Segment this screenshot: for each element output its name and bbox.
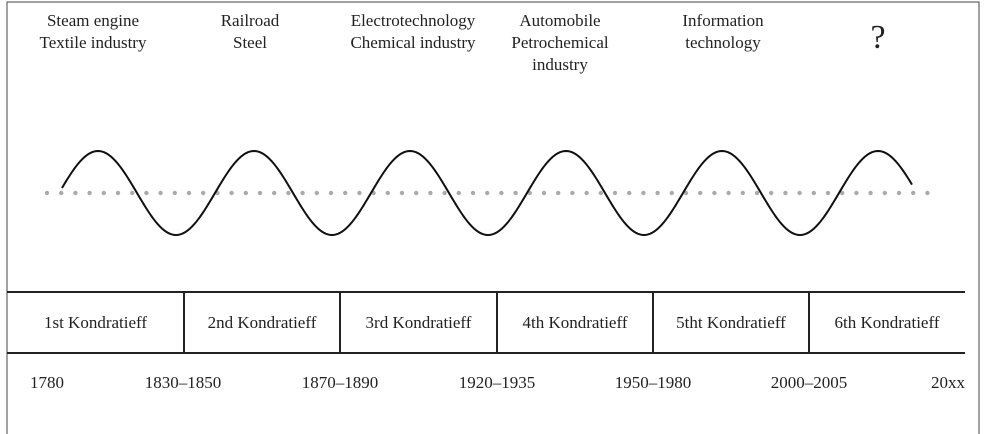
dot bbox=[854, 190, 859, 196]
dot bbox=[911, 190, 916, 196]
dot bbox=[840, 190, 845, 196]
dot bbox=[712, 190, 717, 196]
dot bbox=[44, 190, 50, 196]
date-label: 1830–1850 bbox=[145, 373, 222, 392]
dot bbox=[541, 190, 547, 196]
dot bbox=[825, 190, 831, 196]
technology-label: technology bbox=[685, 33, 761, 52]
dot bbox=[655, 190, 660, 196]
dot bbox=[641, 190, 646, 196]
dot bbox=[925, 190, 930, 196]
technology-label: Railroad bbox=[221, 11, 280, 30]
dot bbox=[115, 190, 121, 196]
dot bbox=[754, 190, 760, 196]
dot bbox=[172, 190, 177, 196]
dot bbox=[186, 190, 192, 196]
dot bbox=[556, 190, 561, 196]
dot bbox=[513, 190, 518, 196]
technology-label: Chemical industry bbox=[350, 33, 476, 52]
dot bbox=[385, 190, 390, 196]
date-label: 1870–1890 bbox=[302, 373, 379, 392]
dot bbox=[868, 190, 873, 196]
technology-label: industry bbox=[532, 55, 588, 74]
dot bbox=[598, 190, 603, 196]
dot bbox=[158, 190, 163, 196]
dot bbox=[243, 190, 248, 196]
frame bbox=[6, 1, 980, 434]
technology-label: ? bbox=[870, 19, 885, 56]
dot bbox=[740, 190, 745, 196]
dot bbox=[130, 190, 135, 196]
dot bbox=[59, 190, 64, 196]
cycle-label: 2nd Kondratieff bbox=[208, 313, 317, 332]
technology-label: Electrotechnology bbox=[351, 11, 476, 30]
technology-label: Petrochemical bbox=[511, 33, 609, 52]
technology-label: Steel bbox=[233, 33, 267, 52]
date-label: 2000–2005 bbox=[771, 373, 848, 392]
dot bbox=[257, 190, 263, 196]
dot bbox=[144, 190, 149, 196]
dot bbox=[797, 190, 802, 196]
dot bbox=[229, 190, 234, 196]
technology-label: Information bbox=[682, 11, 764, 30]
dot bbox=[726, 190, 731, 196]
dot bbox=[300, 190, 305, 196]
dot bbox=[882, 190, 887, 196]
technology-label: Textile industry bbox=[40, 33, 147, 52]
dot bbox=[314, 190, 319, 196]
dot bbox=[683, 190, 689, 196]
dot bbox=[73, 190, 78, 196]
date-label: 20xx bbox=[931, 373, 966, 392]
cycle-label: 1st Kondratieff bbox=[44, 313, 147, 332]
dot bbox=[570, 190, 575, 196]
date-label: 1780 bbox=[30, 373, 64, 392]
dot bbox=[428, 190, 433, 196]
dot bbox=[286, 190, 291, 196]
dot bbox=[811, 190, 816, 196]
dot bbox=[698, 190, 703, 196]
dot bbox=[499, 190, 504, 196]
dot bbox=[485, 190, 490, 196]
dot bbox=[101, 190, 107, 196]
dot bbox=[612, 190, 618, 196]
dot bbox=[669, 190, 674, 196]
dot bbox=[343, 190, 348, 196]
dot bbox=[456, 190, 461, 196]
cycle-label: 4th Kondratieff bbox=[523, 313, 628, 332]
dot bbox=[272, 190, 277, 196]
technology-label: Steam engine bbox=[47, 11, 139, 30]
dot bbox=[896, 190, 902, 196]
cycle-label: 6th Kondratieff bbox=[835, 313, 940, 332]
dot bbox=[399, 190, 405, 196]
dot bbox=[87, 190, 92, 196]
dot bbox=[470, 190, 476, 196]
dot bbox=[201, 190, 206, 196]
cycle-label: 3rd Kondratieff bbox=[366, 313, 472, 332]
dot bbox=[783, 190, 788, 196]
dot bbox=[584, 190, 589, 196]
dot bbox=[442, 190, 447, 196]
date-label: 1950–1980 bbox=[615, 373, 692, 392]
date-label: 1920–1935 bbox=[459, 373, 536, 392]
dot bbox=[414, 190, 419, 196]
wave bbox=[61, 149, 913, 237]
technology-label: Automobile bbox=[519, 11, 600, 30]
dot bbox=[328, 190, 334, 196]
baseline-dots bbox=[44, 190, 930, 196]
dot bbox=[769, 190, 774, 196]
dot bbox=[627, 190, 632, 196]
cycle-label: 5tht Kondratieff bbox=[676, 313, 786, 332]
dot bbox=[357, 190, 362, 196]
